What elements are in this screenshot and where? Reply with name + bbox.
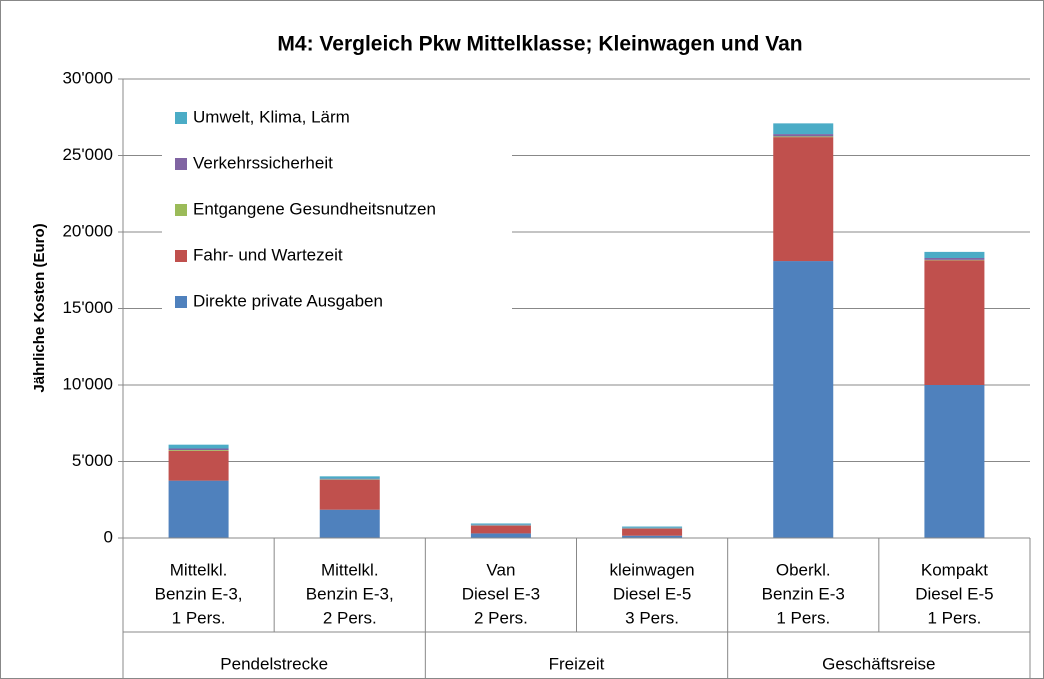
legend-swatch [175,296,187,308]
legend-background [162,96,512,321]
bar-segment [924,260,985,385]
bar-segment [168,450,229,481]
bar-segment [924,251,985,259]
x-tick-label: Mittelkl. [170,560,228,579]
bar-segment [773,261,834,538]
group-label: Geschäftsreise [822,654,935,673]
legend-label: Fahr- und Wartezeit [193,245,343,264]
x-tick-label: Diesel E-5 [613,584,691,603]
group-label: Pendelstrecke [220,654,328,673]
x-tick-label: Mittelkl. [321,560,379,579]
y-tick-label: 30'000 [62,68,113,87]
legend-label: Umwelt, Klima, Lärm [193,107,350,126]
y-tick-label: 25'000 [62,145,113,164]
x-tick-label: Benzin E-3, [306,584,394,603]
x-tick-label: Benzin E-3 [762,584,845,603]
bar-segment [773,137,834,262]
y-tick-label: 0 [104,527,113,546]
bar-segment [319,509,380,538]
y-tick-label: 15'000 [62,298,113,317]
x-tick-label: Van [486,560,515,579]
bar-segment [168,448,229,451]
legend-label: Entgangene Gesundheitsnutzen [193,199,436,218]
x-tick-label: Diesel E-3 [462,584,540,603]
bar-segment [470,524,531,526]
bar-segment [319,478,380,480]
legend-swatch [175,112,187,124]
bar-segment [924,385,985,538]
x-tick-label: 3 Pers. [625,608,679,627]
x-tick-label: Diesel E-5 [915,584,993,603]
x-tick-label: 1 Pers. [172,608,226,627]
bar-segment [470,525,531,534]
x-tick-label: 2 Pers. [323,608,377,627]
legend-label: Verkehrssicherheit [193,153,333,172]
x-tick-label: Kompakt [921,560,988,579]
legend-swatch [175,250,187,262]
bar-segment [773,136,834,138]
bar-segment [319,476,380,479]
bar-segment [773,123,834,135]
chart-title: M4: Vergleich Pkw Mittelklasse; Kleinwag… [277,33,802,56]
bar-segment [622,527,683,529]
bar-segment [622,528,683,536]
bar-segment [319,479,380,510]
legend-label: Direkte private Ausgaben [193,291,383,310]
bar-segment [168,444,229,449]
bar-segment [622,526,683,528]
y-tick-label: 10'000 [62,374,113,393]
x-tick-label: 1 Pers. [927,608,981,627]
bar-segment [168,450,229,451]
bar-segment [168,480,229,538]
group-label: Freizeit [549,654,605,673]
x-tick-label: Oberkl. [776,560,831,579]
x-tick-label: Benzin E-3, [155,584,243,603]
legend-swatch [175,158,187,170]
bar-segment [773,134,834,137]
bar-segment [470,523,531,525]
y-tick-label: 5'000 [72,451,113,470]
x-tick-label: kleinwagen [610,560,695,579]
y-tick-label: 20'000 [62,221,113,240]
bar-segment [622,535,683,538]
x-tick-label: 2 Pers. [474,608,528,627]
legend-swatch [175,204,187,216]
x-tick-label: 1 Pers. [776,608,830,627]
bar-segment [924,258,985,260]
bar-segment [470,533,531,538]
y-axis-label: Jährliche Kosten (Euro) [31,223,48,392]
